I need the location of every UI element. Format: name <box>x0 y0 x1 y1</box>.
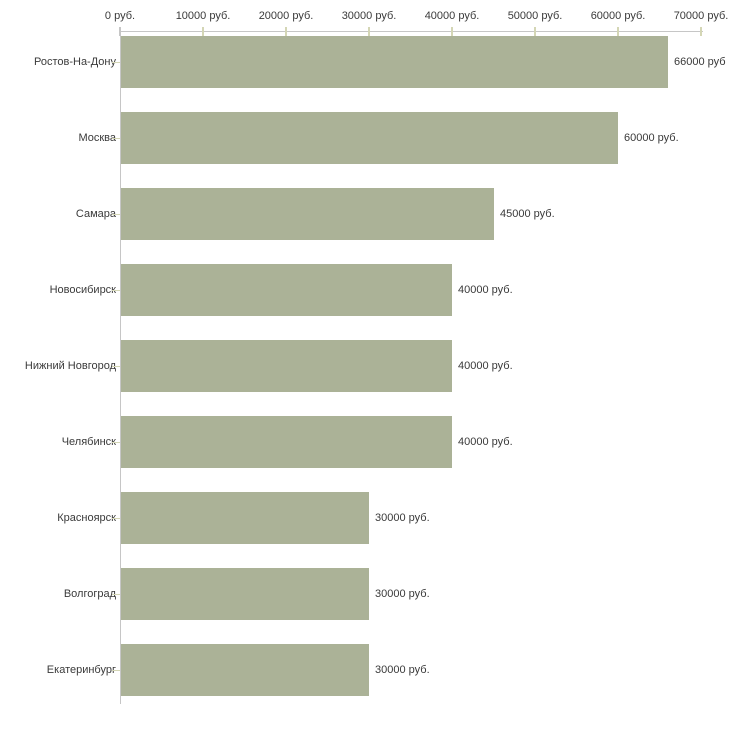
category-label: Нижний Новгород <box>24 360 116 372</box>
value-label: 45000 руб. <box>500 208 555 220</box>
value-label: 40000 руб. <box>458 360 513 372</box>
x-axis-line <box>120 31 703 32</box>
category-label: Екатеринбург <box>46 664 116 676</box>
bar <box>121 568 369 620</box>
x-axis-tick-mark <box>534 27 536 36</box>
x-axis-tick-label: 10000 руб. <box>175 10 231 22</box>
category-label: Волгоград <box>63 588 116 600</box>
category-tick-mark <box>112 62 120 63</box>
value-label: 66000 руб <box>674 56 726 68</box>
value-label: 40000 руб. <box>458 436 513 448</box>
bar <box>121 188 494 240</box>
category-tick-mark <box>112 594 120 595</box>
category-label: Красноярск <box>57 512 116 524</box>
bar <box>121 416 452 468</box>
category-label: Москва <box>78 132 116 144</box>
category-label: Самара <box>75 208 116 220</box>
category-tick-mark <box>112 214 120 215</box>
category-label: Челябинск <box>61 436 116 448</box>
x-axis-tick-mark <box>368 27 370 36</box>
bar <box>121 340 452 392</box>
bar <box>121 492 369 544</box>
x-axis-tick-label: 70000 руб. <box>673 10 729 22</box>
x-axis-tick-mark <box>119 27 121 36</box>
x-axis-tick-mark <box>617 27 619 36</box>
bar <box>121 264 452 316</box>
category-tick-mark <box>112 442 120 443</box>
value-label: 30000 руб. <box>375 664 430 676</box>
bar <box>121 112 618 164</box>
category-tick-mark <box>112 138 120 139</box>
y-axis-line <box>120 31 121 704</box>
bar <box>121 36 668 88</box>
value-label: 40000 руб. <box>458 284 513 296</box>
category-tick-mark <box>112 670 120 671</box>
x-axis-tick-label: 50000 руб. <box>507 10 563 22</box>
category-tick-mark <box>112 366 120 367</box>
category-label: Ростов-На-Дону <box>33 56 116 68</box>
x-axis-tick-mark <box>202 27 204 36</box>
value-label: 30000 руб. <box>375 588 430 600</box>
x-axis-tick-mark <box>285 27 287 36</box>
category-tick-mark <box>112 518 120 519</box>
x-axis-tick-mark <box>700 27 702 36</box>
category-label: Новосибирск <box>49 284 116 296</box>
value-label: 30000 руб. <box>375 512 430 524</box>
x-axis-tick-label: 20000 руб. <box>258 10 314 22</box>
category-tick-mark <box>112 290 120 291</box>
x-axis-tick-label: 0 руб. <box>104 10 136 22</box>
x-axis-tick-mark <box>451 27 453 36</box>
x-axis-tick-label: 40000 руб. <box>424 10 480 22</box>
x-axis-tick-label: 30000 руб. <box>341 10 397 22</box>
x-axis-tick-label: 60000 руб. <box>590 10 646 22</box>
bar <box>121 644 369 696</box>
value-label: 60000 руб. <box>624 132 679 144</box>
